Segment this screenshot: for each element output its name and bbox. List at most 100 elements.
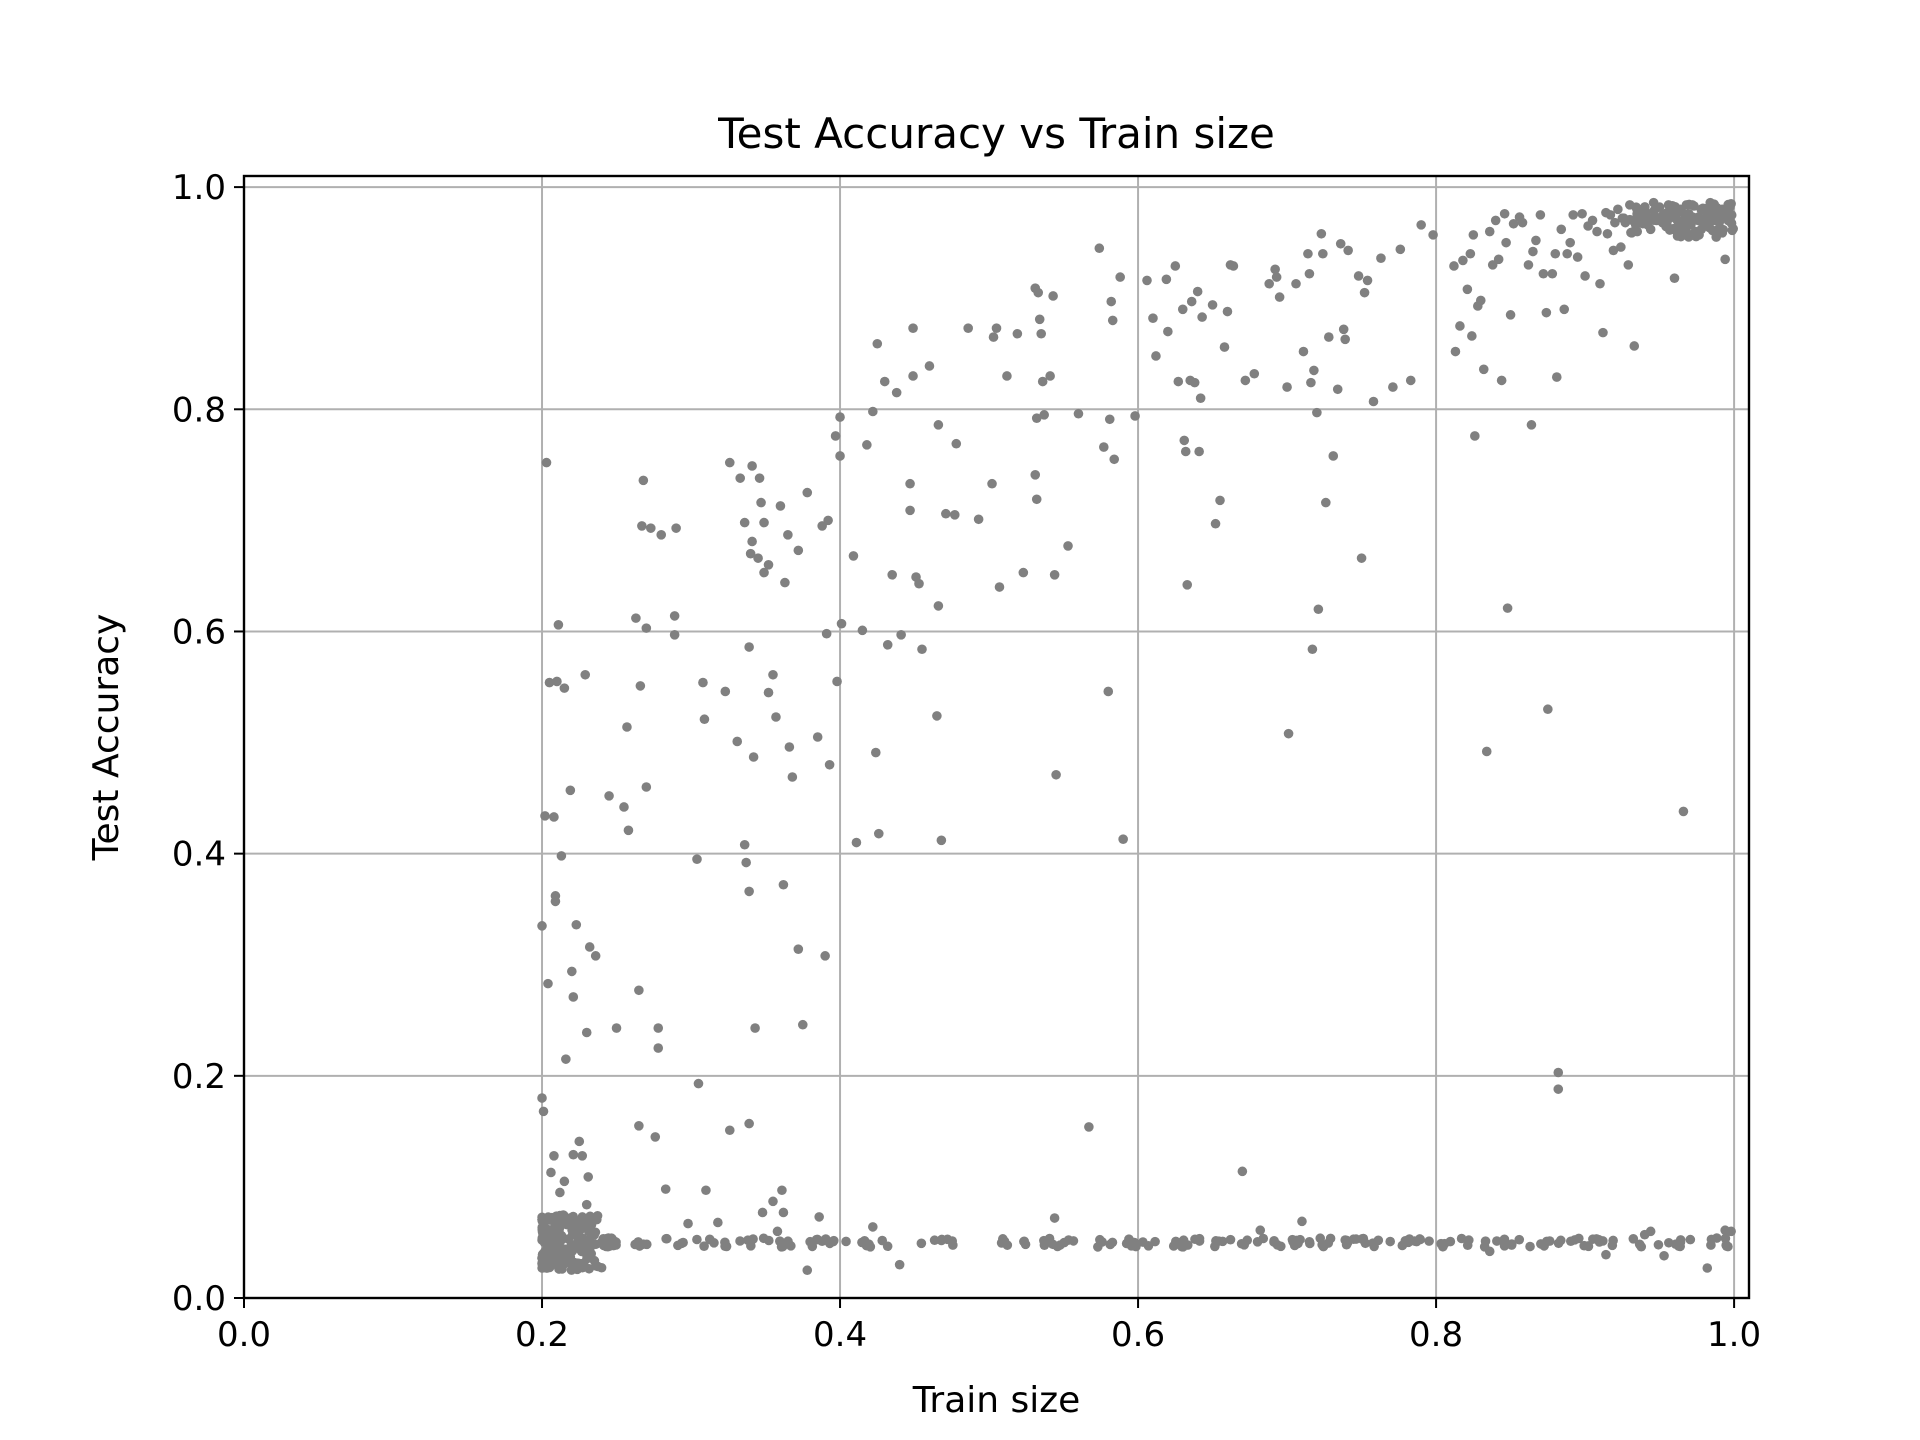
- data-point: [1197, 312, 1207, 322]
- data-point: [1103, 686, 1114, 697]
- data-point: [561, 1054, 571, 1064]
- data-point: [1535, 210, 1546, 220]
- data-point: [1340, 334, 1350, 345]
- data-point: [1702, 1263, 1713, 1273]
- data-point: [673, 1240, 683, 1251]
- data-point: [1428, 230, 1438, 240]
- data-point: [653, 1023, 664, 1033]
- data-point: [857, 1237, 867, 1248]
- data-point: [541, 457, 552, 468]
- data-point: [592, 1261, 603, 1272]
- data-point: [793, 545, 804, 556]
- data-point: [580, 669, 591, 680]
- data-point: [777, 1185, 787, 1196]
- data-point: [936, 835, 947, 846]
- data-point: [908, 323, 918, 333]
- data-point: [1215, 495, 1225, 506]
- data-point: [584, 942, 595, 952]
- data-point: [1641, 212, 1651, 223]
- data-point: [635, 681, 646, 691]
- chart-title: Test Accuracy vs Train size: [717, 109, 1275, 158]
- data-point: [832, 676, 842, 687]
- data-point: [1565, 237, 1575, 248]
- data-point: [783, 1236, 793, 1247]
- data-point: [763, 687, 774, 698]
- data-point: [1541, 307, 1552, 318]
- data-point: [1173, 376, 1184, 387]
- data-point: [1595, 278, 1605, 289]
- data-point: [1242, 1235, 1253, 1246]
- data-point: [1639, 1229, 1650, 1240]
- data-points: [537, 197, 1738, 1276]
- data-point: [1629, 341, 1640, 351]
- data-point: [1723, 1241, 1733, 1252]
- data-point: [1669, 273, 1680, 284]
- data-point: [1492, 1236, 1502, 1246]
- x-tick-label: 1.0: [1707, 1315, 1761, 1355]
- data-point: [660, 1184, 671, 1194]
- data-point: [1036, 328, 1047, 339]
- data-point: [739, 839, 750, 850]
- data-point: [1645, 224, 1656, 235]
- data-point: [692, 1234, 702, 1245]
- data-point: [1312, 407, 1322, 418]
- data-point: [641, 782, 652, 792]
- data-point: [771, 712, 781, 722]
- data-point: [793, 944, 804, 954]
- data-point: [1037, 376, 1048, 387]
- data-point: [1338, 324, 1349, 335]
- data-point: [546, 1260, 556, 1271]
- data-point: [1306, 377, 1316, 388]
- data-point: [836, 618, 847, 629]
- data-point: [1493, 254, 1504, 265]
- data-point: [1608, 245, 1619, 256]
- data-point: [1255, 1225, 1266, 1236]
- data-point: [539, 1237, 550, 1248]
- data-point: [1274, 292, 1285, 302]
- data-point: [653, 1043, 664, 1053]
- data-point: [744, 642, 754, 652]
- data-point: [720, 686, 731, 697]
- data-point: [1121, 1238, 1132, 1249]
- data-point: [1501, 237, 1511, 248]
- data-point: [1553, 1067, 1564, 1078]
- y-axis-label: Test Accuracy: [86, 614, 127, 862]
- data-point: [603, 1241, 613, 1252]
- data-point: [941, 508, 951, 519]
- axis-ticks: 0.0 0.2 0.4 0.6 0.8 1.0 0.0 0.2 0.4 0.6 0.8 1.0: [172, 168, 1761, 1355]
- data-point: [540, 811, 550, 821]
- data-point: [1084, 1122, 1094, 1132]
- data-point: [1668, 223, 1679, 234]
- data-point: [741, 857, 751, 868]
- data-point: [572, 1258, 583, 1268]
- data-point: [1002, 371, 1012, 381]
- data-point: [581, 1199, 592, 1210]
- data-point: [783, 530, 793, 540]
- data-point: [1291, 278, 1301, 289]
- data-point: [871, 747, 881, 758]
- data-point: [1556, 1235, 1566, 1246]
- data-point: [1467, 331, 1477, 341]
- data-point: [1180, 446, 1191, 457]
- data-point: [557, 1264, 567, 1274]
- x-tick-label: 0.6: [1111, 1315, 1165, 1355]
- data-point: [538, 1106, 549, 1117]
- data-point: [917, 644, 927, 655]
- data-point: [1445, 1236, 1456, 1247]
- data-point: [905, 505, 915, 516]
- data-point: [1556, 224, 1567, 235]
- data-point: [553, 620, 564, 630]
- data-point: [546, 1167, 556, 1178]
- data-point: [1605, 210, 1616, 220]
- data-point: [812, 732, 823, 742]
- data-point: [1436, 1238, 1446, 1249]
- data-point: [543, 978, 553, 989]
- data-point: [544, 677, 555, 688]
- data-point: [555, 1210, 565, 1221]
- data-point: [1490, 215, 1501, 226]
- data-point: [1559, 304, 1570, 315]
- data-point: [1547, 268, 1558, 279]
- data-point: [1626, 227, 1636, 238]
- data-point: [1332, 384, 1343, 395]
